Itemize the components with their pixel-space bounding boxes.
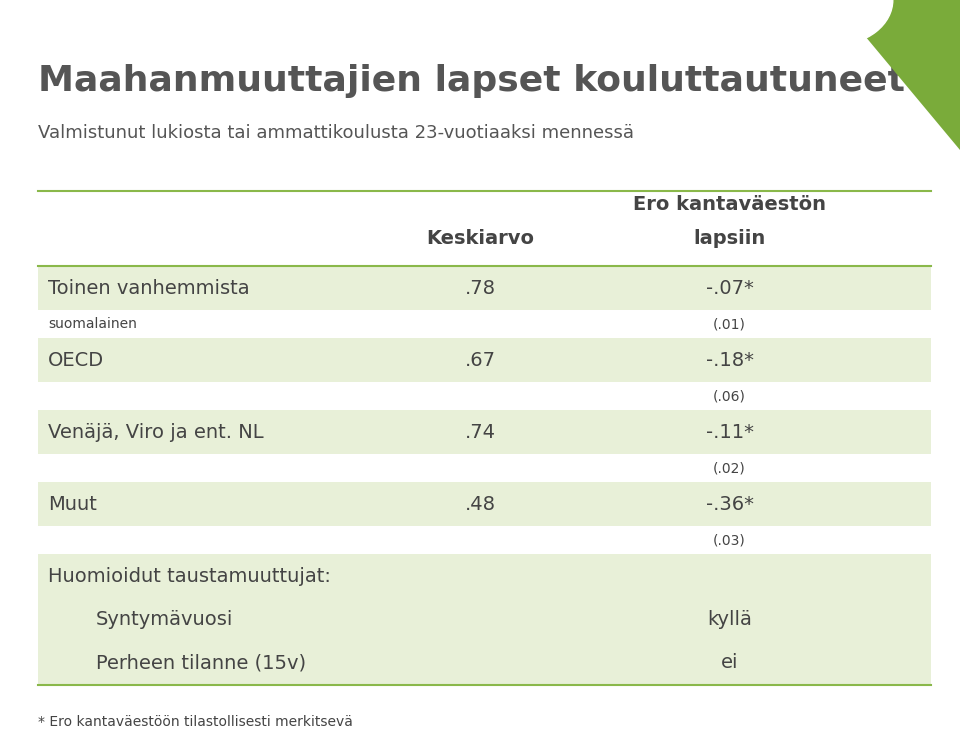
Bar	[38, 410, 931, 454]
Text: Venäjä, Viro ja ent. NL: Venäjä, Viro ja ent. NL	[48, 422, 264, 442]
Text: Ero kantaväestön: Ero kantaväestön	[633, 195, 827, 214]
Text: Huomioidut taustamuuttujat:: Huomioidut taustamuuttujat:	[48, 566, 331, 586]
Text: .74: .74	[465, 422, 495, 442]
Text: Maahanmuuttajien lapset kouluttautuneet heikosti: Maahanmuuttajien lapset kouluttautuneet …	[38, 64, 960, 98]
Text: OECD: OECD	[48, 350, 104, 370]
Text: (.02): (.02)	[713, 461, 746, 475]
Bar	[38, 598, 931, 641]
Text: Toinen vanhemmista: Toinen vanhemmista	[48, 278, 250, 298]
Text: -.07*: -.07*	[706, 278, 754, 298]
Text: -.36*: -.36*	[706, 494, 754, 514]
Bar	[38, 482, 931, 526]
Text: Syntymävuosi: Syntymävuosi	[96, 610, 233, 629]
Text: -.18*: -.18*	[706, 350, 754, 370]
Text: Muut: Muut	[48, 494, 97, 514]
Text: lapsiin: lapsiin	[693, 229, 766, 248]
Text: suomalainen: suomalainen	[48, 317, 137, 331]
Bar	[38, 641, 931, 685]
Text: (.03): (.03)	[713, 533, 746, 547]
Text: (.06): (.06)	[713, 389, 746, 403]
Text: Keskiarvo: Keskiarvo	[426, 229, 534, 248]
Text: .78: .78	[465, 278, 495, 298]
Text: kyllä: kyllä	[708, 610, 752, 629]
Bar	[38, 338, 931, 382]
Text: * Ero kantaväestöön tilastollisesti merkitsevä: * Ero kantaväestöön tilastollisesti merk…	[38, 715, 353, 729]
Text: Perheen tilanne (15v): Perheen tilanne (15v)	[96, 653, 306, 673]
Text: .48: .48	[465, 494, 495, 514]
Polygon shape	[835, 0, 960, 150]
Bar	[38, 554, 931, 598]
Text: .67: .67	[465, 350, 495, 370]
Bar	[38, 266, 931, 310]
Text: ei: ei	[721, 653, 738, 673]
Text: -.11*: -.11*	[706, 422, 754, 442]
Circle shape	[778, 0, 893, 45]
Text: Valmistunut lukiosta tai ammattikoulusta 23-vuotiaaksi mennessä: Valmistunut lukiosta tai ammattikoulusta…	[38, 124, 635, 142]
Text: (.01): (.01)	[713, 317, 746, 331]
